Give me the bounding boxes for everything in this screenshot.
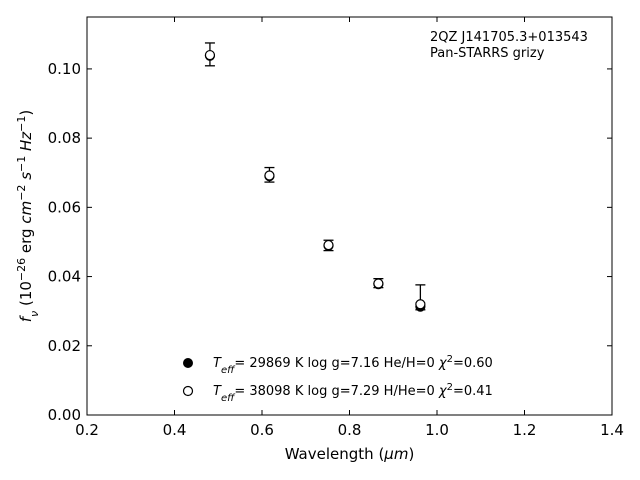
x-tick-label: 1.2 bbox=[513, 421, 537, 439]
x-tick-label: 0.8 bbox=[338, 421, 362, 439]
y-tick-label: 0.08 bbox=[48, 129, 81, 147]
y-tick-label: 0.00 bbox=[48, 406, 81, 424]
model-point-open bbox=[415, 299, 426, 310]
legend-entry-2: Teff= 38098 K log g=7.29 H/He=0 χ2=0.41 bbox=[213, 382, 493, 404]
y-tick-label: 0.02 bbox=[48, 337, 81, 355]
y-tick-label: 0.04 bbox=[48, 268, 81, 286]
model-point-open bbox=[323, 239, 334, 251]
plot-layer bbox=[204, 42, 426, 312]
x-tick-label: 1.0 bbox=[425, 421, 449, 439]
survey-annotation: Pan-STARRS grizy bbox=[430, 46, 545, 61]
legend-entry-1: Teff= 29869 K log g=7.16 He/H=0 χ2=0.60 bbox=[213, 354, 493, 376]
x-tick-label: 0.6 bbox=[250, 421, 274, 439]
model-point-open bbox=[264, 170, 275, 181]
x-tick-label: 0.4 bbox=[163, 421, 187, 439]
legend-marker-open bbox=[182, 385, 194, 397]
y-tick-label: 0.10 bbox=[48, 60, 81, 78]
model-point-open bbox=[373, 278, 384, 289]
model-point-open bbox=[204, 49, 216, 61]
x-tick-label: 1.4 bbox=[600, 421, 624, 439]
y-axis-label: fν (10−26 erg cm−2 s−1 Hz−1) bbox=[15, 110, 41, 322]
object-name-annotation: 2QZ J141705.3+013543 bbox=[430, 30, 588, 45]
legend: Teff= 29869 K log g=7.16 He/H=0 χ2=0.60 … bbox=[182, 354, 493, 404]
axis-ticks: 0.2 0.4 0.6 0.8 1.0 1.2 1.4 0.00 0.02 0.04 0.06 0.0… bbox=[48, 17, 624, 439]
legend-marker-filled bbox=[183, 358, 193, 368]
x-axis-label: Wavelength (μm) bbox=[285, 445, 415, 463]
y-tick-label: 0.06 bbox=[48, 198, 81, 216]
x-tick-label: 0.2 bbox=[75, 421, 99, 439]
